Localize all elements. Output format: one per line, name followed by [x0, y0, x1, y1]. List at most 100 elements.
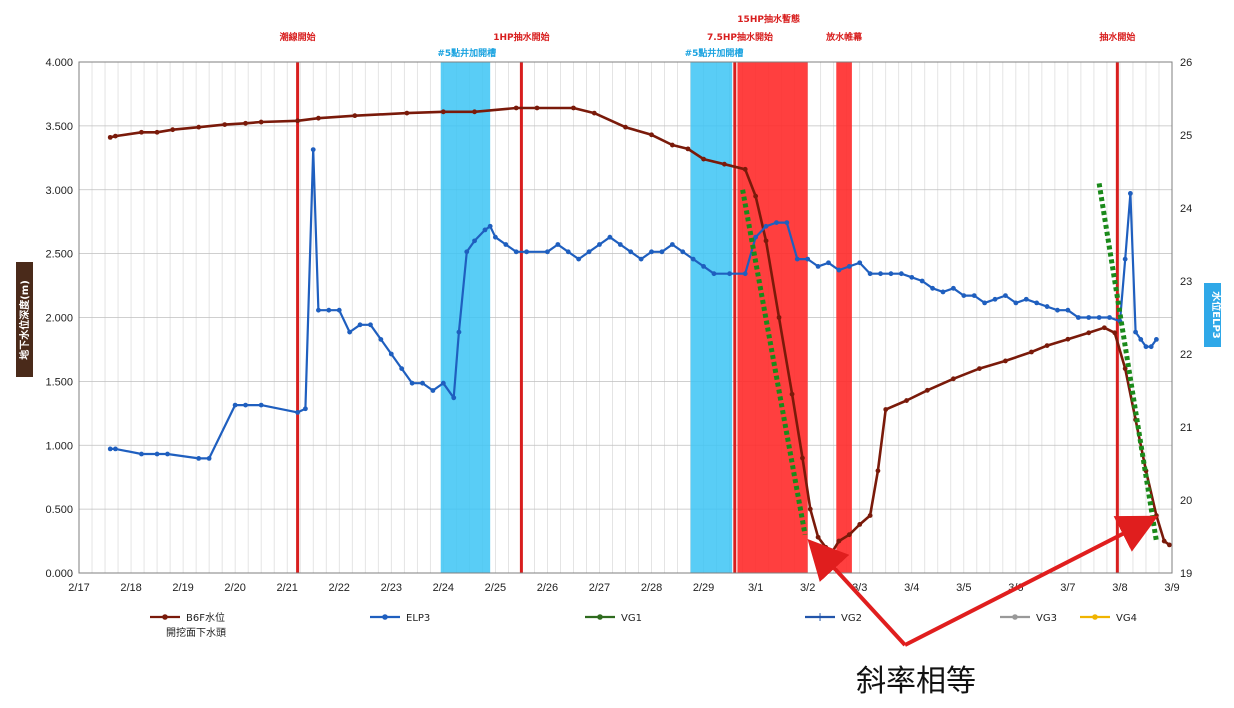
- elp3-point: [555, 242, 561, 247]
- y-right-tick-label: 25: [1180, 130, 1192, 142]
- elp3-point: [243, 402, 248, 408]
- y-left-tick-label: 1.000: [45, 440, 73, 452]
- elp3-point: [898, 271, 904, 277]
- y-right-title-box: [1204, 283, 1221, 347]
- slope-arrows: [807, 515, 1159, 647]
- elp3-point: [857, 260, 863, 266]
- b6f-point: [472, 109, 477, 115]
- data-series: [107, 105, 1172, 557]
- elp3-point: [805, 256, 811, 262]
- elp3-point: [430, 388, 436, 393]
- elp3-point: [303, 406, 308, 412]
- elp3-point: [659, 249, 665, 255]
- y-left-tick-label: 0.000: [45, 568, 73, 580]
- elp3-point: [940, 289, 946, 295]
- elp3-point: [753, 234, 759, 240]
- y-left-tick-label: 3.000: [45, 185, 73, 197]
- elp3-point: [1153, 337, 1159, 342]
- y-left-title-box: [16, 262, 33, 377]
- legend-marker: +: [815, 610, 825, 624]
- slope-line: [740, 189, 808, 536]
- elp3-point: [451, 395, 457, 401]
- y-right-title: 水位ELP3: [1210, 290, 1223, 339]
- b6f-point: [1101, 325, 1107, 331]
- b6f-point: [1161, 538, 1167, 544]
- elp3-point: [545, 249, 550, 255]
- event-lines: [296, 62, 1119, 573]
- y-left-tick-label: 2.500: [45, 249, 73, 261]
- elp3-point: [154, 451, 160, 457]
- b6f-point: [904, 398, 909, 403]
- x-tick-label: 2/24: [433, 582, 454, 594]
- annotation-label: 放水帷幕: [825, 31, 863, 43]
- elp3-point: [232, 402, 238, 408]
- x-tick-label: 3/7: [1060, 582, 1075, 594]
- b6f-point: [1122, 366, 1128, 371]
- b6f-point: [1086, 330, 1092, 336]
- elp3-point: [316, 307, 321, 313]
- elp3-point: [347, 329, 353, 335]
- b6f-point: [1065, 336, 1071, 342]
- elp3-point: [487, 223, 493, 229]
- elp3-point: [846, 264, 852, 269]
- elp3-point: [711, 271, 717, 277]
- elp3-point: [378, 337, 384, 342]
- y-right-tick-label: 23: [1180, 276, 1192, 288]
- b6f-point: [1029, 349, 1034, 355]
- elp3-point: [258, 402, 264, 408]
- x-tick-label: 2/18: [120, 582, 141, 594]
- y-right-tick-label: 26: [1180, 57, 1192, 69]
- y-left-tick-label: 1.500: [45, 376, 73, 388]
- elp3-point: [586, 249, 592, 255]
- b6f-point: [295, 118, 300, 124]
- elp3-point: [1075, 315, 1081, 320]
- elp3-point: [992, 296, 998, 302]
- b6f-point: [107, 134, 113, 140]
- b6f-point: [316, 115, 321, 121]
- b6f-point: [1166, 542, 1172, 548]
- b6f-point: [513, 105, 519, 111]
- b6f-point: [883, 407, 889, 412]
- elp3-point: [107, 446, 113, 452]
- annotation-label: #5點井加開槽: [437, 47, 496, 59]
- b6f-point: [977, 366, 982, 371]
- blue-band: [690, 62, 733, 573]
- y-right-tick-label: 22: [1180, 349, 1192, 361]
- x-tick-label: 2/21: [276, 582, 297, 594]
- b6f-point: [685, 146, 691, 152]
- elp3-point: [826, 260, 831, 266]
- b6f-point: [807, 506, 813, 512]
- y-left-tick-label: 2.000: [45, 313, 73, 325]
- legend-sublabel: 開挖面下水頭: [166, 626, 226, 639]
- elp3-point: [513, 249, 519, 255]
- b6f-point: [440, 109, 446, 115]
- elp3-point: [1003, 293, 1008, 298]
- b6f-point: [534, 105, 540, 111]
- b6f-point: [846, 532, 852, 538]
- elp3-point: [669, 242, 675, 247]
- elp3-point: [113, 446, 118, 452]
- b6f-point: [867, 513, 873, 518]
- b6f-point: [571, 105, 576, 111]
- x-tick-label: 3/9: [1164, 582, 1179, 594]
- b6f-point: [701, 156, 706, 162]
- elp3-point: [1013, 300, 1019, 306]
- elp3-point: [388, 351, 394, 357]
- slope-arrow-right: [904, 515, 1159, 647]
- elp3-point: [649, 249, 654, 255]
- b6f-point: [113, 133, 118, 139]
- y-right-tick-label: 19: [1180, 568, 1192, 580]
- y-right-tick-label: 24: [1180, 203, 1192, 215]
- elp3-point: [951, 285, 956, 291]
- elp3-point: [139, 451, 144, 457]
- elp3-point: [503, 242, 509, 247]
- x-tick-label: 2/29: [693, 582, 714, 594]
- slope-note: 斜率相等: [856, 664, 976, 699]
- x-tick-label: 3/1: [748, 582, 763, 594]
- elp3-point: [1023, 296, 1029, 302]
- b6f-point: [763, 238, 769, 244]
- elp3-point: [1143, 344, 1149, 350]
- b6f-point: [776, 315, 782, 320]
- b6f-point: [875, 468, 881, 474]
